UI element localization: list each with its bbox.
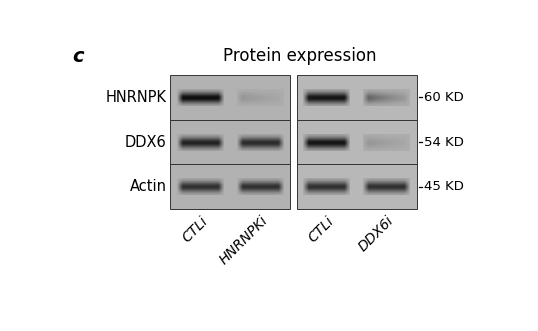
Text: CTLi: CTLi — [179, 214, 210, 245]
Text: c: c — [72, 47, 83, 66]
Text: 60 KD: 60 KD — [424, 91, 464, 104]
Text: 54 KD: 54 KD — [424, 136, 464, 149]
Text: 45 KD: 45 KD — [424, 180, 464, 193]
Text: DDX6: DDX6 — [125, 135, 166, 150]
Text: Protein expression: Protein expression — [223, 47, 377, 65]
Bar — [171, 75, 291, 120]
Bar — [296, 165, 417, 209]
Bar — [296, 120, 417, 165]
Text: Actin: Actin — [130, 179, 166, 194]
Text: CTLi: CTLi — [306, 214, 337, 245]
Bar — [171, 165, 291, 209]
Text: HNRNPK: HNRNPK — [105, 90, 166, 105]
Text: HNRNPKi: HNRNPKi — [216, 214, 270, 267]
Bar — [171, 120, 291, 165]
Bar — [296, 75, 417, 120]
Text: DDX6i: DDX6i — [356, 214, 397, 255]
